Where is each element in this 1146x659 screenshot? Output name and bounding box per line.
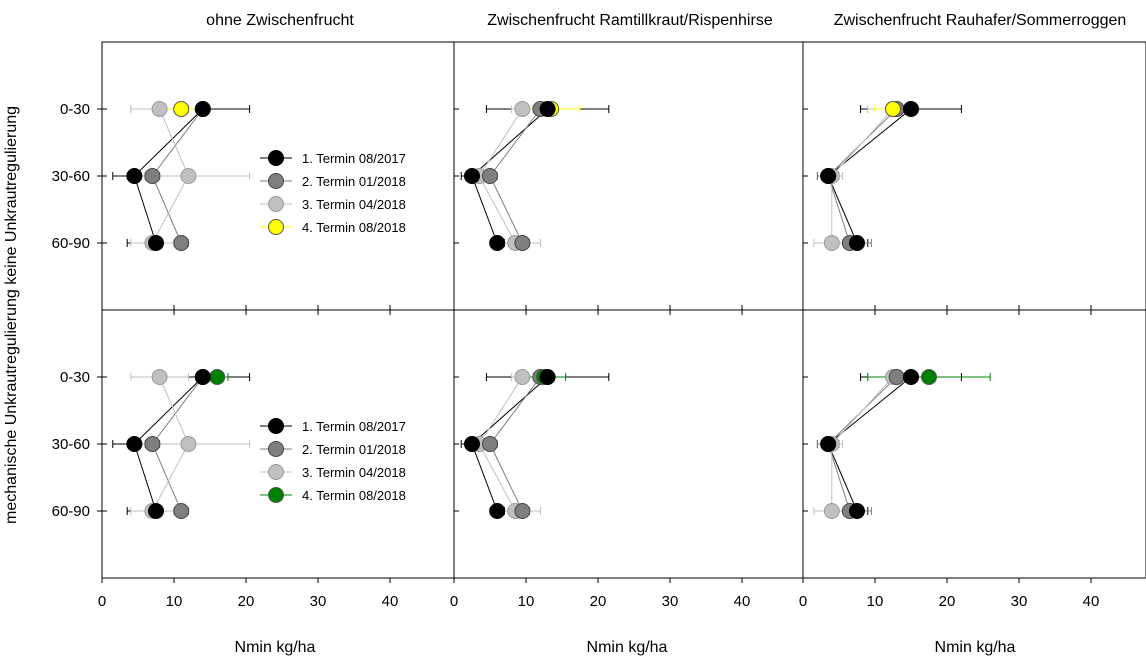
data-point [464,436,480,452]
legend-marker [268,441,284,457]
row-axis-label: mechanische Unkrautregulierung keine Unk… [3,106,20,524]
x-tick-label: 30 [662,593,679,610]
panel-4: 1. Termin 08/2017 2. Termin 01/2018 3. Ter… [112,369,406,519]
depth-label: 0-30 [60,369,90,386]
x-tick-label: 0 [450,593,458,610]
x-tick-label: 40 [382,593,399,610]
panel-frame [453,41,804,311]
data-point [144,168,161,184]
data-point [823,235,840,251]
panel-3 [813,101,962,251]
x-tick-label: 40 [734,593,751,610]
legend: 1. Termin 08/2017 2. Termin 01/2018 3. Ter… [260,418,406,503]
legend-label: 1. Termin 08/2017 [302,419,406,434]
panel-frame [802,41,1146,311]
legend-marker [268,173,284,189]
x-tick-label: 0 [799,593,807,610]
legend-marker [268,418,284,434]
x-tick-label: 20 [238,593,255,610]
data-point [482,436,498,452]
panels-layer: 1. Termin 08/2017 2. Termin 01/2018 3. Ter… [112,101,991,519]
axes-layer: 0 0 0 10 10 10 20 20 20 30 30 30 40 40 40 0-30 30-60 60-9… [52,41,1146,610]
x-tick-label: 10 [518,593,535,610]
data-point [173,235,190,251]
data-point [482,168,498,184]
depth-label: 60-90 [52,503,90,520]
depth-label: 30-60 [52,436,90,453]
x-axis-label-2: Nmin kg/ha [587,639,668,656]
x-tick-label: 20 [590,593,607,610]
data-point [903,369,919,385]
x-tick-label: 20 [939,593,956,610]
data-point [180,168,197,184]
data-point [173,503,190,519]
x-tick-label: 0 [98,593,106,610]
data-point [903,101,919,117]
data-point [194,101,211,117]
legend-marker [268,219,284,235]
depth-label: 30-60 [52,168,90,185]
x-axis-label-3: Nmin kg/ha [935,639,1016,656]
data-point [173,101,190,117]
legend-label: 4. Termin 08/2018 [302,488,406,503]
legend-marker [268,464,284,480]
x-tick-label: 30 [310,593,327,610]
x-tick-label: 10 [867,593,884,610]
x-tick-label: 10 [166,593,183,610]
data-point [885,101,901,117]
data-point [888,369,905,385]
data-point [539,101,556,117]
legend-label: 3. Termin 04/2018 [302,465,406,480]
data-point [921,369,937,385]
data-point [151,369,168,385]
legend-label: 2. Termin 01/2018 [302,174,406,189]
data-point [820,168,837,184]
column-title-ohne-zwischenfrucht: ohne Zwischenfrucht [206,12,354,29]
data-point [126,436,143,452]
data-point [514,503,531,519]
data-point [489,235,506,251]
legend: 1. Termin 08/2017 2. Termin 01/2018 3. Ter… [260,150,406,235]
data-point [144,436,161,452]
data-point [151,101,168,117]
depth-label: 0-30 [60,101,90,118]
panel-6 [813,369,991,519]
data-point [180,436,197,452]
legend-label: 3. Termin 04/2018 [302,197,406,212]
panel-frame [453,309,804,579]
column-title-ramtillkraut-rispenhirse: Zwischenfrucht Ramtillkraut/Rispenhirse [487,12,773,29]
data-point [823,503,840,519]
legend-marker [268,487,284,503]
data-point [489,503,506,519]
text-layer: ohne Zwischenfrucht Zwischenfrucht Ramti… [3,12,1126,656]
legend-label: 2. Termin 01/2018 [302,442,406,457]
data-point [209,369,226,385]
data-point [849,503,865,519]
column-title-rauhafer-sommerroggen: Zwischenfrucht Rauhafer/Sommerroggen [834,12,1127,29]
data-point [514,235,531,251]
legend-marker [268,196,284,212]
data-point [464,168,480,184]
data-point [820,436,837,452]
data-point [148,235,164,251]
x-tick-label: 30 [1011,593,1028,610]
panel-1: 1. Termin 08/2017 2. Termin 01/2018 3. Ter… [112,101,406,251]
data-point [194,369,211,385]
data-point [148,503,164,519]
x-axis-label-1: Nmin kg/ha [235,639,316,656]
panel-5 [460,369,610,519]
panel-2 [460,101,610,251]
data-point [514,369,531,385]
data-point [849,235,865,251]
depth-label: 60-90 [52,235,90,252]
legend-marker [268,150,284,166]
data-point [514,101,531,117]
data-point [126,168,143,184]
legend-label: 4. Termin 08/2018 [302,220,406,235]
legend-label: 1. Termin 08/2017 [302,151,406,166]
panel-frame [802,309,1146,579]
data-point [539,369,556,385]
x-tick-label: 40 [1083,593,1100,610]
